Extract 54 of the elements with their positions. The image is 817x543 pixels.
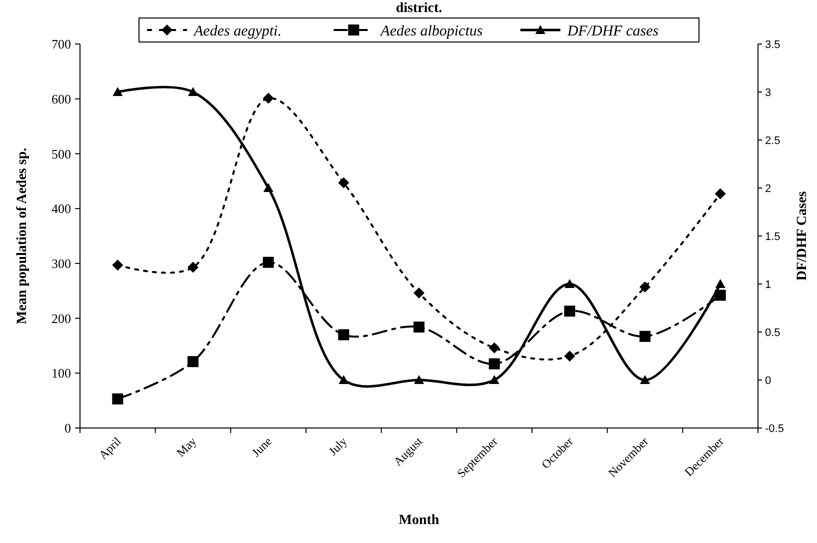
point	[188, 356, 198, 368]
y-tick-label: 500	[52, 146, 71, 162]
point	[414, 375, 424, 384]
point	[414, 288, 424, 299]
point	[714, 290, 726, 301]
legend-label: DF/DHF cases	[566, 23, 659, 40]
point	[338, 329, 350, 340]
y2-axis-title: DF/DHF Cases	[795, 190, 810, 281]
y-tick-label: 400	[52, 201, 71, 216]
point	[564, 350, 576, 362]
y2-tick-label: 1	[765, 278, 772, 291]
point	[112, 393, 124, 404]
point	[564, 279, 575, 288]
y2-tick-label: 3	[765, 86, 772, 99]
y2-tick-label: 0.5	[765, 326, 780, 339]
legend-label: Aedes albopictus	[380, 23, 483, 40]
y2-tick-label: -0.5	[765, 422, 784, 435]
point	[262, 256, 274, 268]
y-tick-label: 600	[52, 91, 71, 106]
point	[414, 322, 424, 333]
y2-tick-label: 1.5	[765, 230, 780, 243]
y2-tick-label: 0	[765, 374, 772, 387]
chart-title: district.	[396, 1, 442, 16]
point	[338, 177, 350, 188]
y2-tick-label: 2	[765, 182, 772, 195]
point	[188, 262, 198, 273]
y-tick-label: 300	[52, 256, 71, 271]
point	[112, 87, 123, 96]
point	[640, 375, 650, 384]
x-tick-label: July	[326, 434, 350, 458]
point	[489, 375, 500, 384]
y-tick-label: 100	[52, 366, 71, 381]
x-tick-label: May	[174, 434, 200, 460]
legend-label: Aedes aegypti.	[193, 23, 282, 40]
point	[715, 279, 726, 288]
point	[640, 330, 650, 342]
point	[640, 282, 650, 293]
x-tick-label: June	[249, 434, 274, 460]
point	[488, 358, 500, 370]
y2-tick-label: 2.5	[765, 134, 780, 147]
point	[488, 342, 500, 354]
point	[714, 188, 726, 200]
y-tick-label: 700	[52, 36, 71, 52]
point	[338, 375, 349, 384]
y2-tick-label: 3.5	[765, 38, 780, 51]
point	[564, 306, 576, 317]
point	[188, 87, 198, 96]
x-axis-title: Month	[398, 513, 440, 528]
y-tick-label: 200	[52, 310, 71, 326]
point	[262, 92, 274, 104]
y-tick-label: 0	[64, 420, 71, 436]
point	[112, 260, 124, 271]
point	[263, 183, 274, 192]
y-axis-title: Mean population of Aedes sp.	[15, 148, 30, 324]
